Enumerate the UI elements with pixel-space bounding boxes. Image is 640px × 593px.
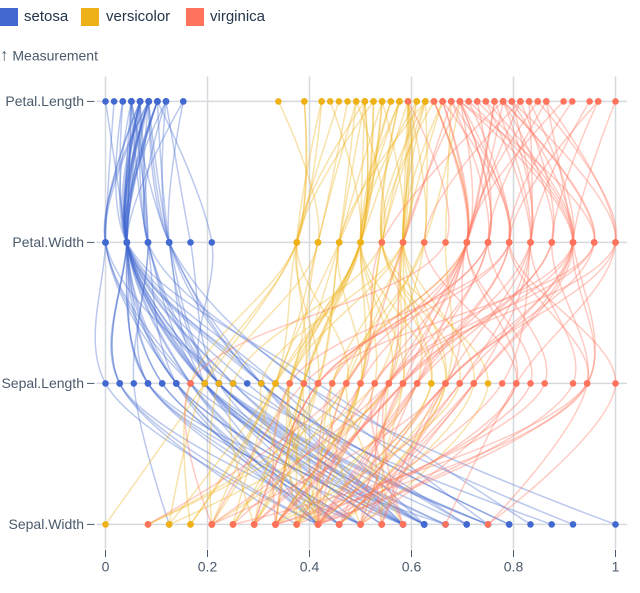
svg-text:0: 0: [102, 559, 110, 575]
svg-text:virginica: virginica: [210, 8, 266, 25]
svg-text:setosa: setosa: [24, 8, 69, 25]
svg-text:↑ Measurement: ↑ Measurement: [0, 46, 98, 65]
svg-text:Sepal.Width: Sepal.Width: [9, 516, 84, 532]
svg-text:Sepal.Length: Sepal.Length: [1, 375, 84, 391]
svg-text:1: 1: [612, 559, 620, 575]
svg-text:versicolor: versicolor: [106, 8, 170, 25]
svg-text:Petal.Width: Petal.Width: [12, 234, 84, 250]
svg-text:Petal.Length: Petal.Length: [5, 93, 84, 109]
svg-text:0.2: 0.2: [198, 559, 218, 575]
svg-text:0.4: 0.4: [300, 559, 320, 575]
svg-text:0.6: 0.6: [402, 559, 422, 575]
svg-text:0.8: 0.8: [504, 559, 524, 575]
